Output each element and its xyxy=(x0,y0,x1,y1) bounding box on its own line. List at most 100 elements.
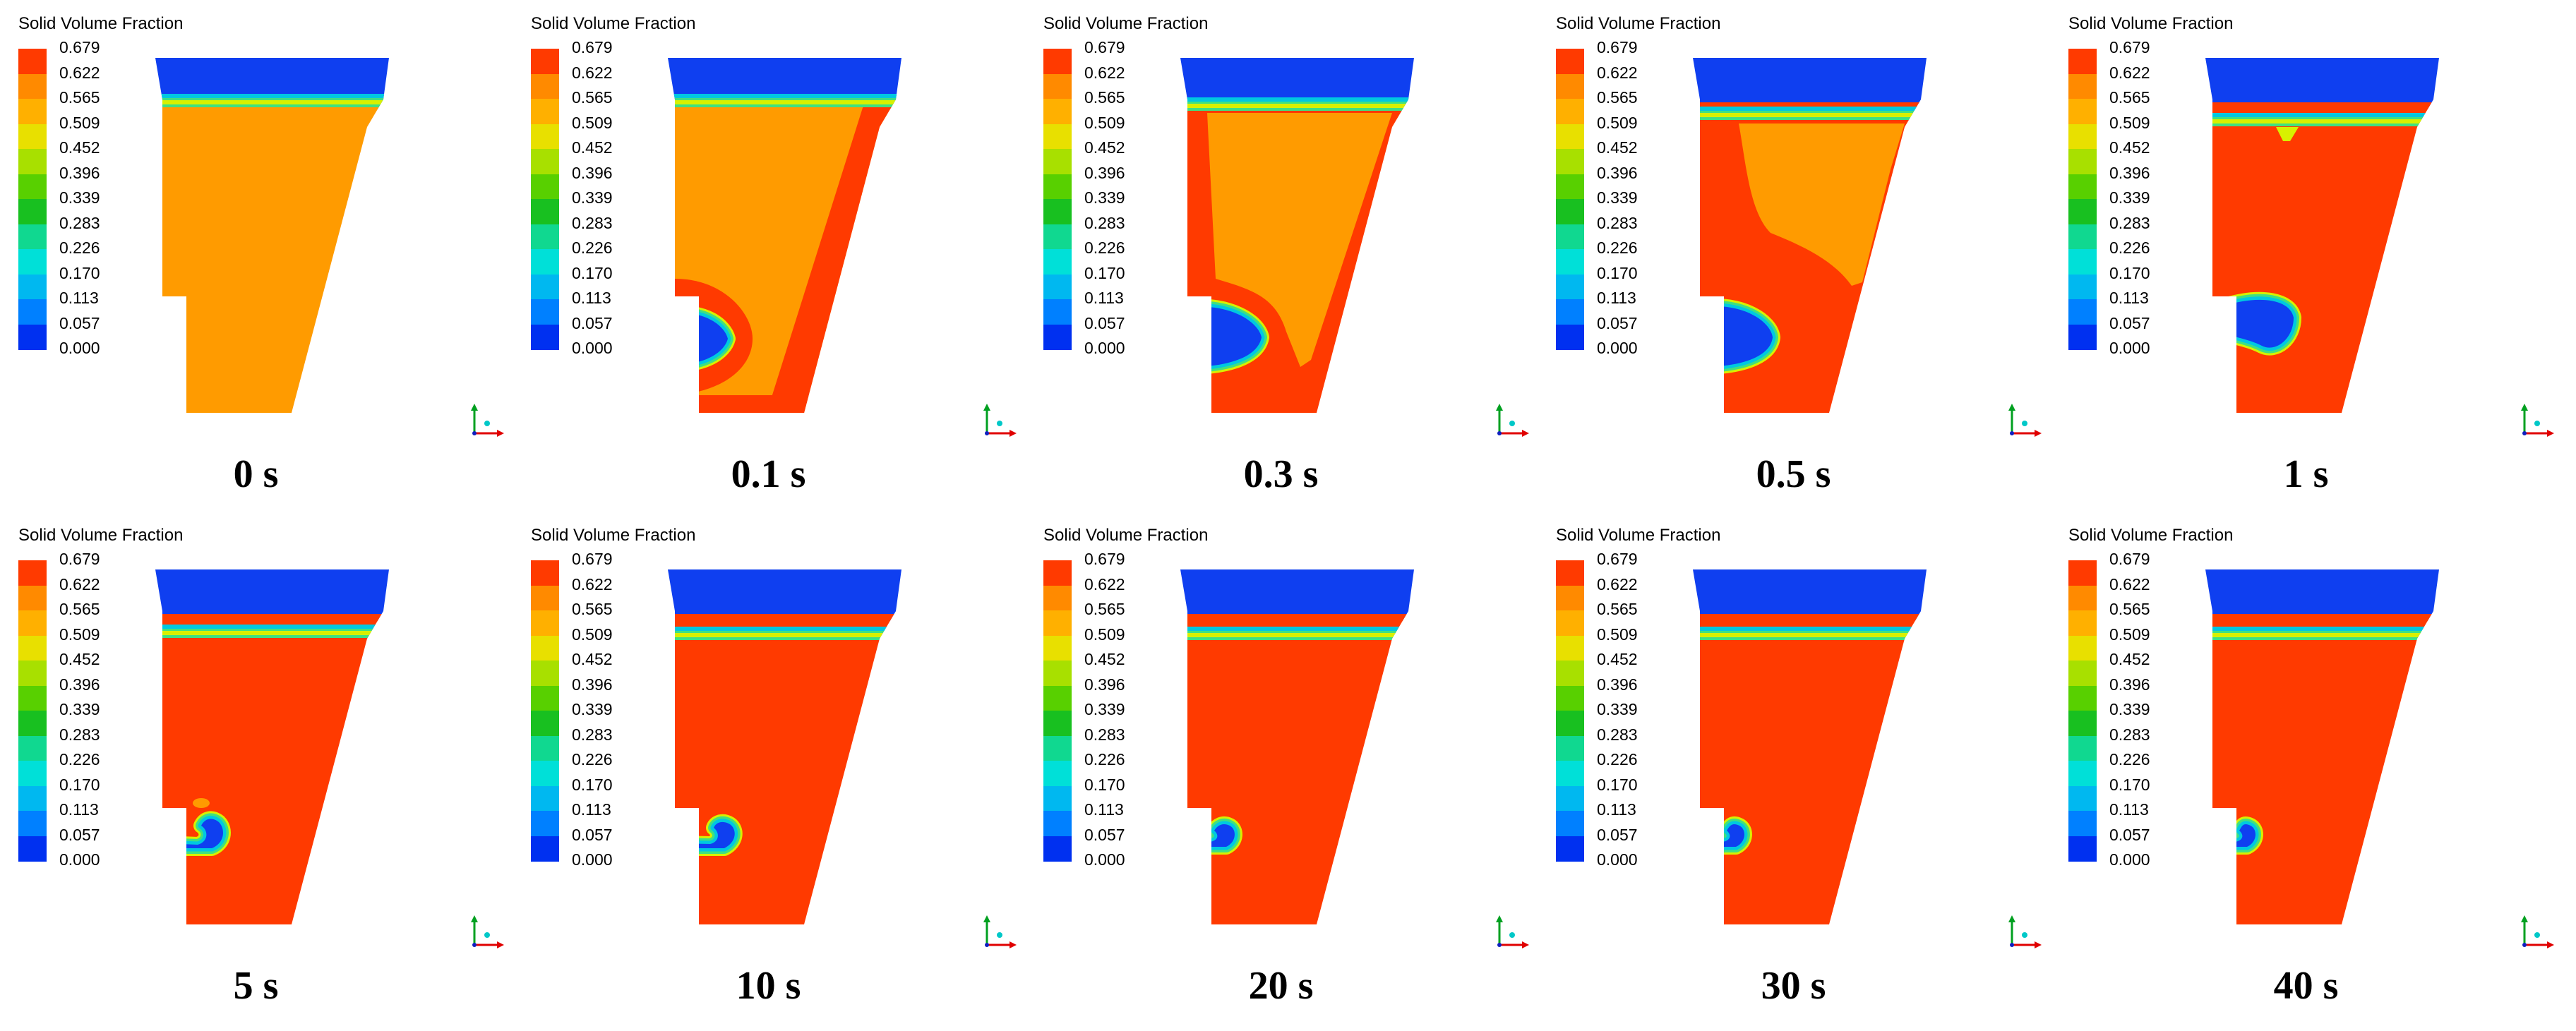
legend-tick-label: 0.113 xyxy=(572,800,611,819)
legend-tick-label: 0.565 xyxy=(59,600,100,618)
jet-void xyxy=(2206,816,2263,855)
legend-tick-label: 0.113 xyxy=(2109,289,2149,307)
legend-title: Solid Volume Fraction xyxy=(18,14,184,33)
legend-tick-label: 0.396 xyxy=(1084,675,1125,694)
bed-region xyxy=(1180,614,1414,924)
legend-swatch xyxy=(18,249,47,275)
legend-tick-label: 0.226 xyxy=(2109,750,2150,768)
legend-swatch xyxy=(1556,123,1584,150)
legend-swatch xyxy=(18,785,47,812)
legend-swatch xyxy=(1043,610,1072,636)
legend-swatch xyxy=(531,73,559,100)
legend-swatch xyxy=(18,274,47,300)
legend-tick-label: 0.226 xyxy=(1597,750,1638,768)
legend-title: Solid Volume Fraction xyxy=(1556,526,1721,545)
legend-swatch xyxy=(1556,735,1584,761)
legend-tick-label: 0.452 xyxy=(2109,650,2150,668)
legend-tick-label: 0.339 xyxy=(59,700,100,718)
legend-swatch xyxy=(1556,324,1584,350)
jet-void xyxy=(1694,816,1752,855)
legend-swatch xyxy=(18,73,47,100)
legend-tick-label: 0.000 xyxy=(572,339,613,357)
legend-tick-label: 0.339 xyxy=(1597,188,1638,207)
legend-swatch xyxy=(2068,299,2097,325)
freeboard-region xyxy=(2205,58,2439,109)
legend-swatch xyxy=(531,560,559,586)
legend-tick-label: 0.622 xyxy=(1084,63,1125,82)
legend-tick-label: 0.000 xyxy=(59,339,100,357)
legend-swatch xyxy=(1556,224,1584,250)
legend-tick-label: 0.452 xyxy=(572,138,613,157)
bed-region xyxy=(1693,614,1927,924)
legend-swatch xyxy=(18,123,47,150)
legend-swatch xyxy=(531,224,559,250)
bed-surface xyxy=(668,94,901,107)
legend-swatch xyxy=(18,199,47,224)
legend-swatch xyxy=(1043,635,1072,661)
legend-tick-label: 0.170 xyxy=(572,263,613,282)
legend-tick-label: 0.509 xyxy=(59,625,100,644)
legend-swatch xyxy=(1043,299,1072,325)
legend-swatch xyxy=(2068,324,2097,350)
freeboard-region xyxy=(668,58,901,109)
legend-swatch xyxy=(1556,174,1584,200)
jet-void xyxy=(669,306,736,372)
hopper-contour xyxy=(1693,569,1927,924)
legend-title: Solid Volume Fraction xyxy=(531,526,696,545)
legend-swatch xyxy=(531,585,559,611)
freeboard-region xyxy=(1693,58,1927,109)
legend-tick-label: 0.113 xyxy=(59,289,99,307)
legend-swatch xyxy=(1043,49,1072,74)
bed-region xyxy=(155,614,389,924)
legend-tick-label: 0.226 xyxy=(572,239,613,257)
legend-tick-label: 0.170 xyxy=(1597,775,1638,794)
legend-swatch xyxy=(531,661,559,686)
legend-tick-label: 0.113 xyxy=(2109,800,2149,819)
legend-tick-label: 0.000 xyxy=(1597,339,1638,357)
legend-swatch xyxy=(1556,635,1584,661)
legend-swatch xyxy=(531,149,559,174)
legend-swatch xyxy=(1556,711,1584,736)
legend-tick-label: 0.509 xyxy=(59,113,100,132)
bed-region xyxy=(668,614,901,924)
legend-title: Solid Volume Fraction xyxy=(1556,14,1721,33)
legend-tick-label: 0.679 xyxy=(572,550,613,568)
legend-swatch xyxy=(2068,711,2097,736)
axis-triad-icon xyxy=(1496,404,1529,437)
legend-tick-label: 0.509 xyxy=(572,113,613,132)
legend-tick-label: 0.565 xyxy=(572,600,613,618)
legend-swatch xyxy=(1556,836,1584,862)
axis-triad-icon xyxy=(471,404,504,437)
legend-title: Solid Volume Fraction xyxy=(531,14,696,33)
axis-triad-icon xyxy=(2008,404,2042,437)
legend-tick-label: 0.452 xyxy=(572,650,613,668)
contour-panel: Solid Volume Fraction 0.679 0.622 0.565 0.50… xyxy=(513,512,1024,1023)
legend-tick-label: 0.509 xyxy=(1084,625,1125,644)
legend-swatch xyxy=(1043,224,1072,250)
legend-title: Solid Volume Fraction xyxy=(1043,526,1209,545)
legend-swatch xyxy=(1043,560,1072,586)
hopper-contour xyxy=(668,58,901,413)
legend-swatch xyxy=(1043,149,1072,174)
contour-panel: Solid Volume Fraction 0.679 0.622 0.565 0.50… xyxy=(1025,512,1537,1023)
legend-swatch xyxy=(1556,199,1584,224)
legend-tick-label: 0.057 xyxy=(572,825,613,844)
contour-panel: Solid Volume Fraction 0.679 0.622 0.565 0.50… xyxy=(1538,512,2049,1023)
legend-tick-label: 0.000 xyxy=(572,850,613,869)
legend-swatch xyxy=(18,560,47,586)
legend-tick-label: 0.170 xyxy=(59,263,100,282)
legend-swatch xyxy=(18,811,47,836)
legend-tick-label: 0.452 xyxy=(1597,650,1638,668)
bed-region xyxy=(2205,102,2439,413)
legend-swatch xyxy=(1043,123,1072,150)
bed-surface xyxy=(2205,113,2439,126)
legend-tick-label: 0.113 xyxy=(59,800,99,819)
legend-tick-label: 0.283 xyxy=(2109,725,2150,744)
bubble xyxy=(193,798,210,808)
legend-swatch xyxy=(2068,735,2097,761)
freeboard-region xyxy=(1180,569,1414,621)
legend-tick-label: 0.679 xyxy=(1084,38,1125,56)
legend-swatch xyxy=(531,785,559,812)
legend-swatch xyxy=(1043,661,1072,686)
contour-panel: Solid Volume Fraction 0.679 0.622 0.565 0.50… xyxy=(2050,0,2562,512)
